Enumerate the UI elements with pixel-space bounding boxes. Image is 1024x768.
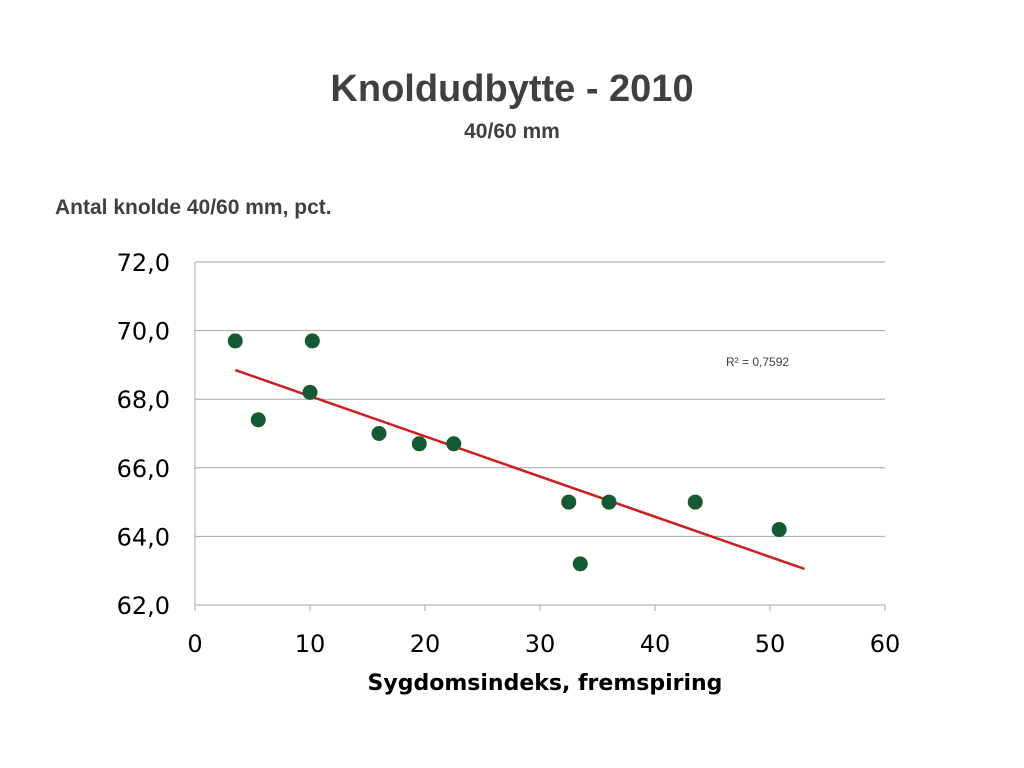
y-tick-label: 68,0 [117,386,170,414]
y-tick-label: 72,0 [117,249,170,277]
x-tick-label: 10 [295,630,326,658]
x-tick-label: 20 [410,630,441,658]
data-point [572,556,588,572]
data-point [771,522,787,538]
data-point [371,426,387,441]
data-point [302,384,318,400]
trendline [234,368,805,571]
data-point [304,333,320,349]
slide-title: Knoldudbytte - 2010 [330,68,694,110]
data-point [250,412,266,428]
x-tick-label: 0 [187,630,202,658]
x-tick-label: 60 [870,630,901,658]
data-point [411,436,427,452]
y-tick-label: 64,0 [117,523,170,551]
y-axis-title: Antal knolde 40/60 mm, pct. [55,196,332,219]
x-tick-label: 30 [525,630,556,658]
data-point [601,494,617,510]
y-tick-label: 66,0 [117,455,170,483]
x-axis-title: Sygdomsindeks, fremspiring [368,671,723,696]
data-point [446,436,462,452]
y-tick-label: 62,0 [117,592,170,620]
x-tick-label: 50 [755,630,786,658]
data-point [561,494,577,510]
slide-subtitle: 40/60 mm [464,120,560,143]
r-squared-annotation: R² = 0,7592 [726,355,789,369]
x-tick-label: 40 [640,630,671,658]
data-point [227,333,243,349]
y-tick-label: 70,0 [117,318,170,346]
data-point [687,494,703,510]
